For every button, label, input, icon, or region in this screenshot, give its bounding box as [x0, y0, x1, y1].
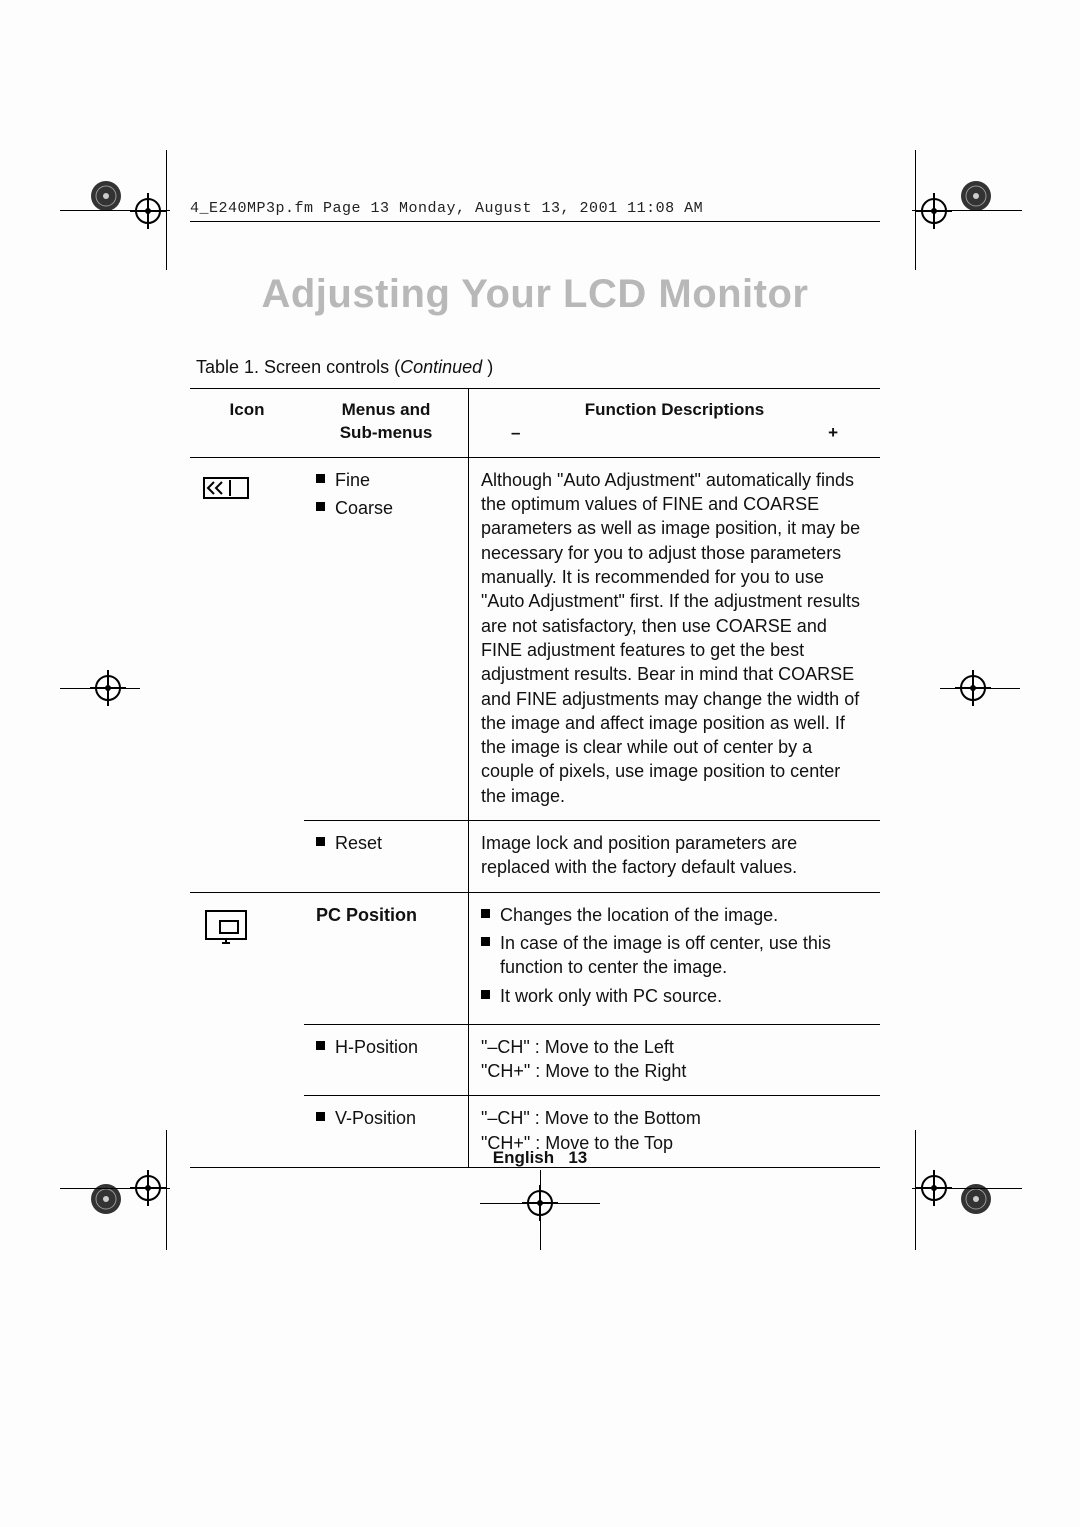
pc-position-icon — [202, 907, 250, 947]
table-row: H-Position "–CH" : Move to the Left "CH+… — [190, 1024, 880, 1096]
func-text: Image lock and position parameters are r… — [481, 833, 797, 877]
func-plus-minus: – + — [481, 422, 868, 445]
caption-prefix: Table 1. Screen controls ( — [196, 357, 400, 377]
list-item: In case of the image is off center, use … — [481, 931, 868, 980]
icon-cell-imagelock — [190, 457, 304, 820]
bullet-icon — [316, 1041, 325, 1050]
table-caption: Table 1. Screen controls (Continued ) — [196, 357, 880, 378]
menus-l1: Menus and — [316, 399, 456, 422]
crop-ball-tr — [960, 180, 992, 212]
plus-label: + — [828, 422, 838, 445]
menu-label: V-Position — [335, 1106, 416, 1130]
menu-item: Fine — [316, 468, 456, 492]
func-cell: Although "Auto Adjustment" automatically… — [469, 457, 881, 820]
menu-label: Fine — [335, 468, 370, 492]
col-menus-header: Menus and Sub-menus — [304, 389, 469, 458]
menu-label: Coarse — [335, 496, 393, 520]
menu-item: Coarse — [316, 496, 456, 520]
bullet-icon — [481, 909, 490, 918]
slug-text: 4_E240MP3p.fm Page 13 Monday, August 13,… — [190, 200, 703, 217]
page-title: Adjusting Your LCD Monitor — [190, 272, 880, 317]
footer-page: 13 — [568, 1148, 587, 1167]
page-footer: English 13 — [0, 1148, 1080, 1168]
bullet-icon — [316, 502, 325, 511]
func-text: It work only with PC source. — [500, 984, 722, 1008]
bullet-icon — [481, 990, 490, 999]
crop-reg-tl — [130, 193, 166, 229]
caption-continued: Continued — [400, 357, 482, 377]
table-row: Reset Image lock and position parameters… — [190, 821, 880, 893]
slug-rule — [190, 221, 880, 222]
icon-cell-empty — [190, 821, 304, 893]
crop-reg-tr — [916, 193, 952, 229]
menu-label: H-Position — [335, 1035, 418, 1059]
minus-label: – — [511, 422, 520, 445]
crop-line — [60, 210, 170, 211]
table-row: PC Position Changes the location of the … — [190, 892, 880, 1024]
func-text: "–CH" : Move to the Bottom — [481, 1106, 868, 1130]
func-cell: Changes the location of the image. In ca… — [469, 892, 881, 1024]
func-text: Changes the location of the image. — [500, 903, 778, 927]
func-cell: Image lock and position parameters are r… — [469, 821, 881, 893]
footer-lang: English — [493, 1148, 554, 1167]
crop-ball-tl — [90, 180, 122, 212]
table-row: Fine Coarse Although "Auto Adjustment" a… — [190, 457, 880, 820]
col-func-header: Function Descriptions – + — [469, 389, 881, 458]
func-text: In case of the image is off center, use … — [500, 931, 868, 980]
list-item: It work only with PC source. — [481, 984, 868, 1008]
menu-item: Reset — [316, 831, 456, 855]
icon-cell-empty — [190, 1024, 304, 1096]
bullet-icon — [481, 937, 490, 946]
crop-line — [60, 1188, 170, 1189]
caption-suffix: ) — [482, 357, 493, 377]
menu-cell: H-Position — [304, 1024, 469, 1096]
image-lock-icon — [202, 472, 250, 504]
bullet-icon — [316, 1112, 325, 1121]
menu-label: Reset — [335, 831, 382, 855]
list-item: Changes the location of the image. — [481, 903, 868, 927]
crop-line — [480, 1203, 600, 1204]
func-text: Although "Auto Adjustment" automatically… — [481, 470, 860, 806]
func-cell: "–CH" : Move to the Left "CH+" : Move to… — [469, 1024, 881, 1096]
icon-cell-pcposition — [190, 892, 304, 1024]
crop-line — [912, 210, 1022, 211]
menu-item: V-Position — [316, 1106, 456, 1130]
bullet-icon — [316, 837, 325, 846]
crop-line — [940, 688, 1020, 689]
menu-cell: Fine Coarse — [304, 457, 469, 820]
menus-l2: Sub-menus — [316, 422, 456, 445]
crop-line — [540, 1170, 541, 1250]
col-icon-header: Icon — [190, 389, 304, 458]
func-title: Function Descriptions — [481, 399, 868, 422]
frame-slug: 4_E240MP3p.fm Page 13 Monday, August 13,… — [190, 200, 880, 222]
crop-line — [912, 1188, 1022, 1189]
menu-cell: Reset — [304, 821, 469, 893]
func-list: Changes the location of the image. In ca… — [481, 903, 868, 1008]
func-text: "–CH" : Move to the Left — [481, 1035, 868, 1059]
page-content: 4_E240MP3p.fm Page 13 Monday, August 13,… — [190, 200, 880, 1168]
func-text: "CH+" : Move to the Right — [481, 1059, 868, 1083]
menu-item: H-Position — [316, 1035, 456, 1059]
crop-line — [60, 688, 140, 689]
table-header-row: Icon Menus and Sub-menus Function Descri… — [190, 389, 880, 458]
screen-controls-table: Icon Menus and Sub-menus Function Descri… — [190, 388, 880, 1168]
menu-heading: PC Position — [316, 905, 417, 925]
menu-cell: PC Position — [304, 892, 469, 1024]
bullet-icon — [316, 474, 325, 483]
